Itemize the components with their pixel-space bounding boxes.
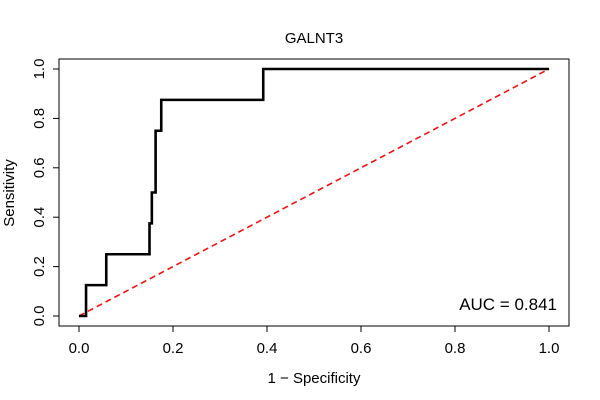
y-axis: 0.0 0.2 0.4 0.6 0.8 1.0 [31,59,60,327]
y-tick-label: 0.2 [31,256,48,277]
x-axis: 0.0 0.2 0.4 0.6 0.8 1.0 [69,325,560,357]
x-tick-label: 0.2 [163,340,184,357]
roc-curve-line [79,67,549,318]
y-tick-label: 0.0 [31,306,48,327]
series-layer [78,67,550,318]
y-tick-label: 0.4 [31,207,48,228]
x-tick-label: 0.0 [69,340,90,357]
y-tick-label: 0.8 [31,108,48,129]
x-tick-label: 1.0 [539,340,560,357]
x-axis-label: 1 − Specificity [268,370,361,387]
x-tick-label: 0.6 [351,340,372,357]
y-tick-label: 0.6 [31,157,48,178]
x-tick-label: 0.4 [257,340,278,357]
reference-diagonal-line [78,68,550,317]
y-tick-label: 1.0 [31,59,48,80]
y-axis-label: Sensitivity [1,159,18,227]
chart-title: GALNT3 [285,30,343,47]
auc-annotation: AUC = 0.841 [459,295,557,314]
x-tick-label: 0.8 [445,340,466,357]
